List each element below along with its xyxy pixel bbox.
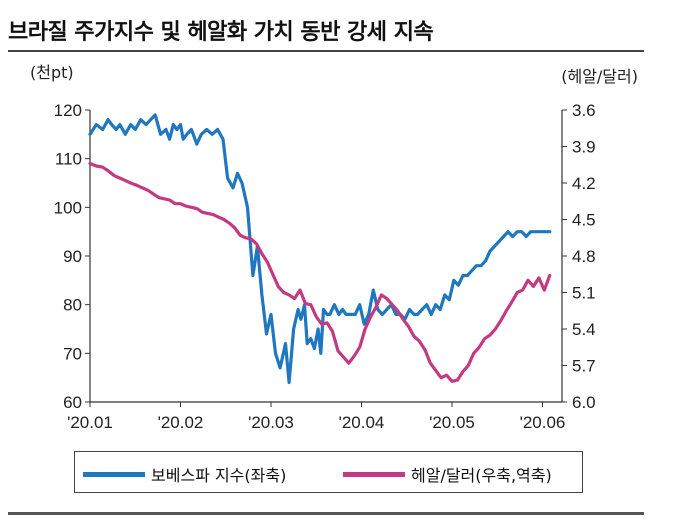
legend-label-left-series: 보베스파 지수(좌축) [151, 466, 287, 485]
legend-swatch-right-series [343, 471, 405, 477]
x-axis-tick-label: '20.01 [67, 413, 113, 432]
right-axis-tick-label: 4.8 [572, 247, 596, 266]
x-axis-tick-label: '20.05 [429, 413, 475, 432]
x-axis-tick-label: '20.02 [158, 413, 204, 432]
right-axis-tick-label: 4.5 [572, 211, 596, 230]
legend: 보베스파 지수(좌축) 헤알/달러(우축,역축) [74, 451, 583, 493]
title-divider [8, 50, 644, 52]
left-axis-tick-label: 100 [54, 198, 82, 217]
legend-item-right-series: 헤알/달러(우축,역축) [343, 462, 552, 486]
right-axis-tick-label: 5.7 [572, 357, 596, 376]
x-axis-tick-label: '20.04 [339, 413, 385, 432]
right-axis-unit: (헤알/달러) [561, 67, 638, 86]
bottom-divider [8, 512, 644, 515]
series-line-right [88, 161, 552, 383]
series-line-left [88, 113, 552, 385]
right-axis-tick-label: 3.6 [572, 101, 596, 120]
left-axis-tick-label: 90 [63, 247, 82, 266]
right-axis-tick-label: 5.1 [572, 284, 596, 303]
left-axis-unit: (천pt) [30, 63, 74, 82]
legend-item-left-series: 보베스파 지수(좌축) [83, 462, 286, 486]
legend-swatch-left-series [83, 471, 145, 477]
left-axis-tick-label: 120 [54, 101, 82, 120]
left-axis-tick-label: 70 [63, 344, 82, 363]
right-axis-tick-label: 4.2 [572, 174, 596, 193]
left-axis-tick-label: 110 [55, 150, 82, 169]
right-axis-tick-label: 5.4 [572, 320, 596, 339]
legend-label-right-series: 헤알/달러(우축,역축) [411, 466, 552, 485]
right-axis-tick-label: 3.9 [572, 138, 596, 157]
left-axis-tick-label: 80 [63, 296, 82, 315]
x-axis-tick-label: '20.03 [248, 413, 294, 432]
left-axis-tick-label: 60 [63, 393, 82, 412]
right-axis-tick-label: 6.0 [572, 393, 596, 412]
x-axis-tick-label: '20.06 [520, 413, 566, 432]
chart-title: 브라질 주가지수 및 헤알화 가치 동반 강세 지속 [8, 20, 434, 45]
